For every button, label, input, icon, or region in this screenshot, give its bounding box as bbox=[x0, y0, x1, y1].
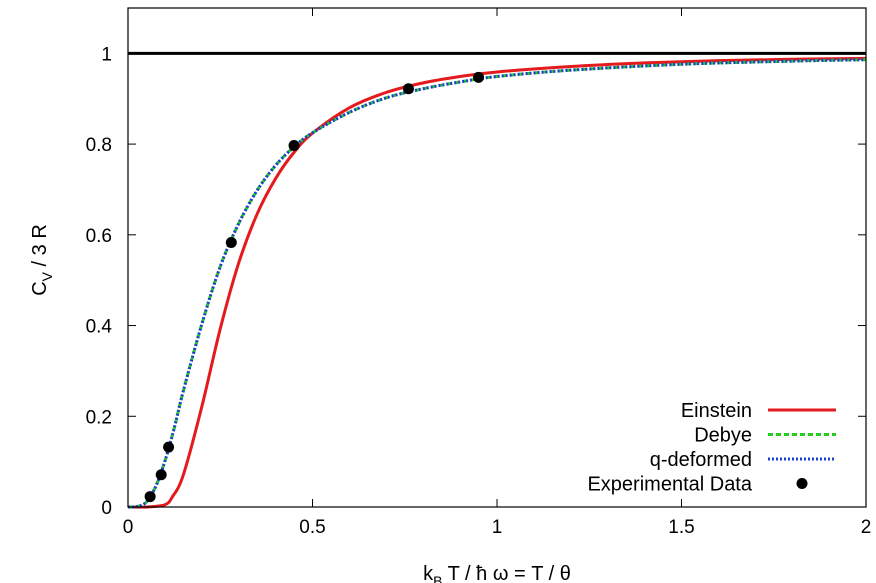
y-tick-label: 0.6 bbox=[86, 226, 112, 247]
x-tick-label: 1.5 bbox=[668, 517, 694, 538]
axis-ticks bbox=[127, 8, 867, 508]
series-line-q-deformed bbox=[127, 58, 867, 509]
series-lines bbox=[127, 56, 867, 509]
legend-label: Debye bbox=[694, 425, 752, 447]
experimental-data-point bbox=[155, 469, 167, 481]
plot-frame bbox=[127, 7, 867, 508]
y-tick-label: 0.2 bbox=[86, 407, 112, 428]
series-line-debye bbox=[127, 58, 867, 509]
x-tick-label: 1 bbox=[492, 517, 503, 538]
experimental-data-point bbox=[225, 237, 237, 249]
x-tick-label: 2 bbox=[861, 517, 872, 538]
y-tick-label: 0 bbox=[101, 498, 112, 519]
x-tick-label: 0 bbox=[123, 517, 134, 538]
y-tick-label: 1 bbox=[101, 44, 112, 65]
y-tick-label: 0.8 bbox=[86, 135, 112, 156]
experimental-data-point bbox=[163, 441, 175, 453]
experimental-data-point bbox=[288, 139, 300, 151]
y-axis-label: CV / 3 R bbox=[29, 224, 55, 296]
y-tick-label: 0.4 bbox=[86, 317, 113, 338]
experimental-data-point bbox=[402, 83, 414, 95]
x-axis-label: kB T / ħ ω = T / θ bbox=[423, 563, 571, 583]
legend-swatch bbox=[796, 478, 808, 489]
x-tick-label: 0.5 bbox=[299, 517, 325, 538]
tick-labels: 0 0.5 1 1.5 2 0 0.2 0.4 0.6 0.8 1 bbox=[86, 44, 872, 538]
experimental-data-point bbox=[144, 491, 156, 503]
legend-label: Experimental Data bbox=[587, 474, 752, 496]
experimental-points bbox=[144, 71, 485, 503]
experimental-data-point bbox=[473, 71, 485, 83]
series-line-einstein bbox=[127, 56, 867, 509]
legend-label: q-deformed bbox=[650, 449, 752, 471]
legend-label: Einstein bbox=[681, 400, 752, 422]
